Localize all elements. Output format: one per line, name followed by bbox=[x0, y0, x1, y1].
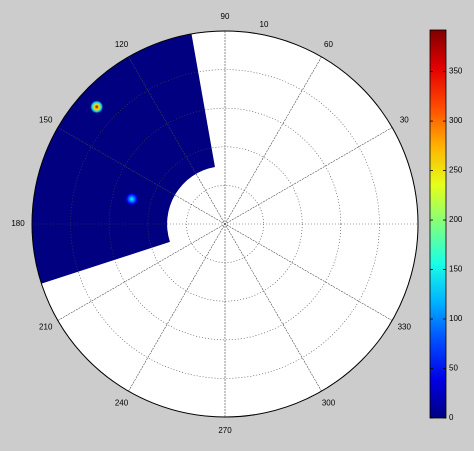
theta-tick-label: 30 bbox=[400, 116, 409, 125]
theta-tick-label: 90 bbox=[221, 12, 230, 21]
colorbar-tick-label: 0 bbox=[449, 413, 454, 422]
theta-tick-label: 180 bbox=[11, 219, 25, 228]
grid-ring bbox=[108, 107, 342, 341]
grid-spoke bbox=[57, 127, 393, 321]
grid-spoke bbox=[128, 56, 322, 392]
r-tick-label: 10 bbox=[260, 20, 269, 29]
colorbar-tick-label: 250 bbox=[449, 166, 463, 175]
theta-tick-label: 300 bbox=[322, 398, 336, 407]
grid-spoke bbox=[128, 56, 322, 392]
grid-spoke bbox=[57, 127, 393, 321]
grid-spoke bbox=[128, 56, 322, 392]
grid-spoke bbox=[57, 127, 393, 321]
colorbar-tick-label: 300 bbox=[449, 116, 463, 125]
theta-tick-label: 60 bbox=[324, 40, 333, 49]
colorbar-tick-label: 150 bbox=[449, 265, 463, 274]
polar-border bbox=[31, 30, 419, 418]
theta-tick-label: 270 bbox=[218, 426, 232, 435]
colorbar bbox=[429, 29, 447, 419]
colorbar-tick-label: 50 bbox=[449, 364, 458, 373]
theta-tick-label: 330 bbox=[398, 323, 412, 332]
theta-tick-label: 120 bbox=[115, 40, 129, 49]
hotspot bbox=[89, 99, 104, 114]
theta-tick-label: 240 bbox=[115, 398, 129, 407]
theta-tick-label: 150 bbox=[39, 116, 53, 125]
colorbar-tick-label: 200 bbox=[449, 215, 463, 224]
grid-spoke bbox=[128, 56, 322, 392]
hotspot bbox=[124, 192, 139, 207]
sector bbox=[31, 33, 215, 284]
grid-ring bbox=[70, 69, 380, 379]
grid-spoke bbox=[57, 127, 393, 321]
colorbar-tick-label: 100 bbox=[449, 314, 463, 323]
theta-tick-label: 210 bbox=[39, 323, 53, 332]
colorbar-tick-label: 350 bbox=[449, 67, 463, 76]
